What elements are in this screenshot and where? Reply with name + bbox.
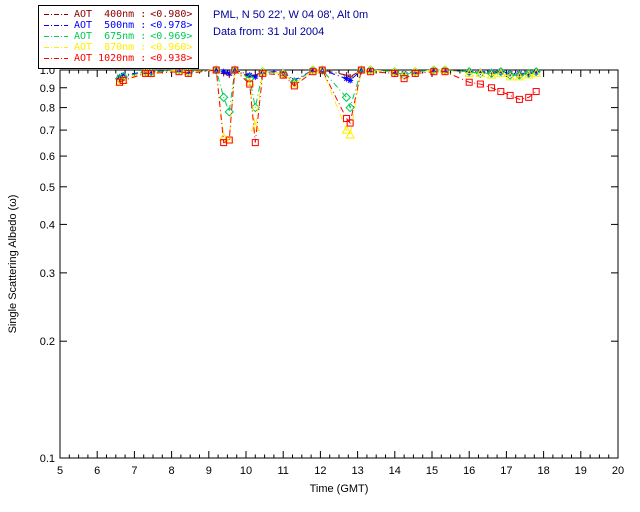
data-date: Data from: 31 Jul 2004	[213, 26, 325, 38]
y-tick-label: 0.8	[40, 103, 55, 115]
legend-label: AOT 675nm :	[74, 31, 147, 42]
x-tick-label: 9	[206, 465, 212, 477]
legend-value: <0.960>	[150, 42, 193, 53]
header: PML, N 50 22', W 04 08', Alt 0m Data fro…	[213, 7, 368, 41]
legend-label: AOT 500nm :	[74, 20, 147, 31]
legend-value: <0.980>	[150, 9, 193, 20]
line-sample-400nm-icon	[44, 14, 68, 15]
legend-item-400nm: AOT 400nm : <0.980>	[43, 9, 192, 20]
x-tick-label: 16	[463, 465, 475, 477]
plot-frame	[59, 69, 619, 459]
x-tick-label: 5	[57, 465, 63, 477]
legend-label: AOT 870nm :	[74, 42, 147, 53]
legend-label: AOT 1020nm :	[74, 53, 147, 64]
y-axis: 0.10.20.30.40.50.60.70.80.91.0	[40, 65, 618, 465]
x-tick-label: 15	[426, 465, 438, 477]
series-aot-500nm	[116, 67, 540, 84]
station-info: PML, N 50 22', W 04 08', Alt 0m	[213, 9, 369, 21]
legend: AOT 400nm : <0.980> AOT 500nm : <0.978> …	[38, 5, 200, 69]
x-tick-label: 6	[94, 465, 100, 477]
x-tick-label: 19	[575, 465, 587, 477]
x-tick-label: 8	[169, 465, 175, 477]
y-tick-label: 0.4	[40, 219, 55, 231]
x-tick-label: 11	[277, 465, 288, 477]
x-tick-label: 10	[240, 465, 252, 477]
legend-value: <0.938>	[150, 53, 193, 64]
y-tick-label: 0.6	[40, 151, 55, 163]
x-tick-label: 12	[314, 465, 326, 477]
x-axis: 5 6 7 8 9 10 11 12 13 14 15 16 17 18 19 20	[57, 70, 624, 477]
line-sample-675nm-icon	[44, 36, 68, 37]
y-axis-label: Single Scattering Albedo (ω)	[7, 195, 19, 334]
x-tick-label: 14	[389, 465, 401, 477]
series-aot-1020nm	[116, 66, 540, 147]
legend-item-870nm: AOT 870nm : <0.960>	[43, 42, 192, 53]
line-sample-1020nm-icon	[44, 58, 68, 59]
legend-value: <0.969>	[150, 31, 193, 42]
legend-label: AOT 400nm :	[74, 9, 147, 20]
x-tick-label: 20	[612, 465, 624, 477]
legend-item-675nm: AOT 675nm : <0.969>	[43, 31, 192, 42]
series-aot-870nm	[114, 64, 542, 144]
y-tick-label: 0.7	[40, 125, 55, 137]
y-tick-label: 0.1	[40, 453, 55, 465]
line-sample-870nm-icon	[44, 47, 68, 48]
y-tick-label: 0.2	[40, 336, 55, 348]
x-tick-label: 18	[537, 465, 549, 477]
x-tick-label: 13	[351, 465, 363, 477]
legend-value: <0.978>	[150, 20, 193, 31]
y-tick-label: 0.5	[40, 182, 55, 194]
y-tick-label: 0.3	[40, 268, 55, 280]
x-tick-label: 7	[131, 465, 137, 477]
line-sample-500nm-icon	[44, 25, 68, 26]
legend-item-500nm: AOT 500nm : <0.978>	[43, 20, 192, 31]
legend-item-1020nm: AOT 1020nm : <0.938>	[43, 53, 192, 64]
y-tick-label: 0.9	[40, 83, 55, 95]
x-axis-label: Time (GMT)	[310, 483, 369, 495]
x-tick-label: 17	[500, 465, 512, 477]
